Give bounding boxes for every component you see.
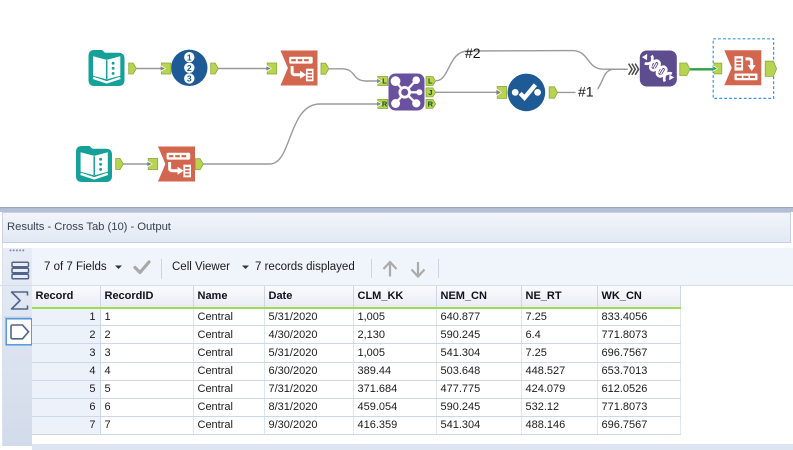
svg-text:#1: #1 bbox=[578, 84, 594, 100]
svg-text:R: R bbox=[382, 100, 388, 109]
svg-text:1: 1 bbox=[187, 52, 192, 62]
svg-text:2: 2 bbox=[187, 63, 192, 73]
svg-text:3: 3 bbox=[187, 74, 192, 84]
svg-text:J: J bbox=[428, 88, 432, 97]
svg-text:L: L bbox=[382, 77, 387, 86]
svg-text:R: R bbox=[428, 100, 434, 109]
svg-text:L: L bbox=[428, 77, 433, 86]
svg-text:#2: #2 bbox=[465, 45, 481, 61]
